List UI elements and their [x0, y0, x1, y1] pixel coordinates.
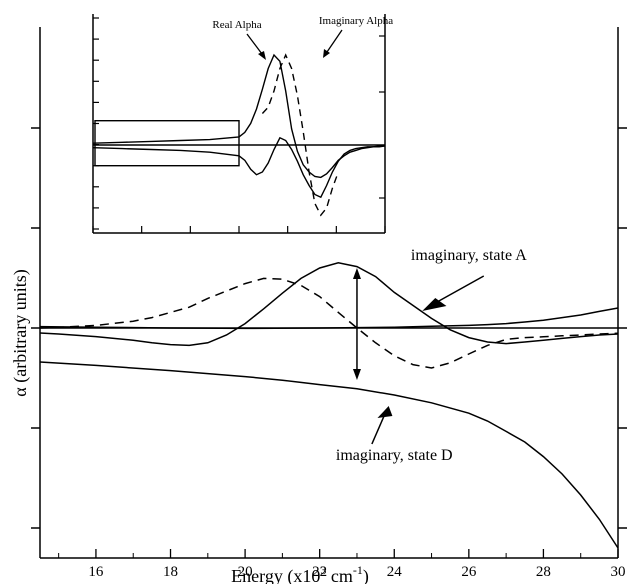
x-tick-label: 26: [461, 564, 477, 580]
main-axes: [39, 27, 619, 559]
inset-zoom-box: [94, 119, 240, 167]
x-tick-label: 28: [536, 564, 551, 580]
main-series-group: [39, 262, 619, 549]
inset-label-real: Real Alpha: [212, 19, 261, 31]
y-axis-label: α (arbitrary units): [10, 269, 31, 396]
series-line-4: [39, 361, 619, 549]
inset-real-arrow-head: [258, 51, 266, 60]
series-line-1: [39, 262, 619, 347]
inset-imaginary-arrow-head: [323, 49, 330, 58]
annotation-state-a: imaginary, state A: [411, 247, 527, 264]
x-axis-label: Energy (x103 cm-1): [231, 563, 369, 584]
annotation-a-arrow-shaft: [434, 275, 485, 304]
inset-label-imaginary: Imaginary Alpha: [319, 15, 393, 27]
x-tick-label: 30: [611, 564, 626, 580]
x-tick-label: 24: [387, 564, 403, 580]
x-tick-label: 16: [88, 564, 104, 580]
main-x-ticks: 16 18 20 22 24 26 28 30: [58, 549, 626, 580]
inset-series-line-2: [261, 53, 339, 217]
annotation-d-arrow-shaft: [371, 413, 386, 445]
annotation-a-arrow-head: [422, 298, 447, 311]
x-tick-label: 22: [312, 564, 327, 580]
x-tick-label: 20: [238, 564, 253, 580]
annotation-state-d: imaginary, state D: [336, 447, 453, 464]
annotation-d-arrow-head: [377, 406, 393, 418]
double-arrow-head-bottom: [352, 369, 361, 380]
inset-imaginary-arrow-shaft: [326, 29, 343, 53]
main-chart: 16 18 20 22 24 26 28 30 imaginary, state Aimagi…: [10, 27, 627, 584]
series-line-3: [39, 307, 619, 330]
inset-real-arrow-shaft: [246, 33, 263, 55]
series-line-0: [39, 277, 619, 369]
main-annotations: imaginary, state A imaginary, state D: [336, 247, 527, 464]
x-tick-label: 18: [163, 564, 178, 580]
main-y-ticks: [31, 127, 627, 529]
double-arrow-head-top: [352, 268, 361, 279]
inset-chart: Real Alpha Imaginary Alpha: [92, 14, 393, 234]
